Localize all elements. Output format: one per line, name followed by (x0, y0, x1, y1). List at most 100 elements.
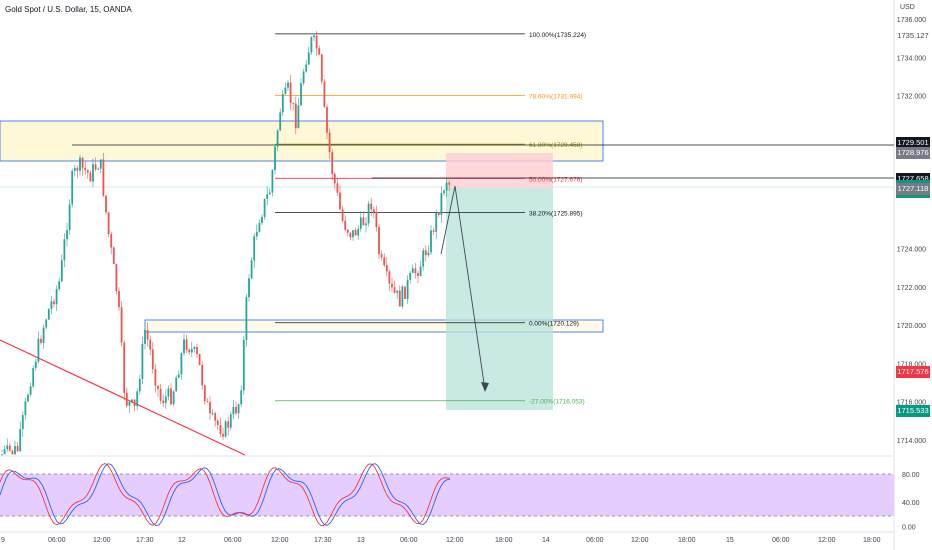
time-axis-label: 12:00 (271, 537, 289, 544)
candle-body (411, 268, 414, 273)
candle-body (427, 252, 430, 256)
candle-body (144, 329, 146, 344)
stop-loss-box (446, 153, 553, 188)
candle-body (110, 233, 113, 248)
candle-body (180, 353, 183, 375)
price-tick-label: 1722.000 (897, 285, 926, 292)
candle-body (307, 52, 310, 65)
candle-body (398, 290, 401, 307)
candle-body (448, 182, 451, 185)
candle-body (378, 227, 380, 255)
candle-body (58, 281, 61, 289)
candle-body (432, 230, 435, 232)
candle-body (6, 445, 9, 450)
time-axis-label: 06:00 (772, 537, 790, 544)
candle-body (255, 231, 258, 237)
time-axis-label: 9 (1, 537, 5, 544)
candle-body (271, 170, 274, 193)
rsi-line (0, 463, 451, 527)
time-axis-label: 06:00 (224, 537, 242, 544)
time-axis-label: 12:00 (631, 537, 649, 544)
candle-body (359, 217, 362, 229)
candle-body (206, 401, 209, 403)
candle-body (105, 195, 107, 213)
candle-body (409, 272, 412, 280)
candle-body (133, 399, 136, 407)
candle-body (341, 209, 344, 221)
candle-body (190, 348, 193, 353)
candle-body (94, 164, 97, 170)
candle-body (318, 48, 321, 55)
candle-body (279, 112, 282, 131)
candle-body (375, 211, 378, 228)
candle-body (276, 130, 279, 147)
candle-body (203, 385, 206, 402)
candle-body (289, 82, 292, 103)
candle-body (32, 368, 35, 387)
candle-body (388, 271, 391, 284)
price-tick-label: 1718.000 (897, 361, 926, 368)
candle-body (84, 167, 87, 171)
candle-body (305, 64, 308, 72)
price-tick-label: 1732.000 (897, 94, 926, 101)
candle-body (414, 268, 417, 274)
candle-body (274, 146, 276, 171)
time-axis-label: 14 (542, 537, 550, 544)
candle-body (1, 454, 3, 456)
candle-body (372, 209, 375, 212)
candle-body (8, 445, 11, 451)
price-tick-label: 1724.000 (897, 247, 926, 254)
price-tick-label: 1734.000 (897, 55, 926, 62)
candle-body (118, 291, 120, 308)
time-axis-label: 12:00 (446, 537, 464, 544)
price-tag: 1728.976 (896, 147, 930, 160)
time-axis-label: 17:30 (136, 537, 154, 544)
candle-body (112, 247, 115, 265)
fib-level-label: 78.60%(1731.994) (529, 94, 583, 101)
price-tag: 1717.576 (896, 365, 930, 378)
candle-body (175, 377, 178, 392)
fib-level-label: 0.00%(1720.129) (529, 321, 579, 328)
candle-body (294, 103, 297, 129)
candle-body (14, 446, 16, 455)
fib-level-label: 100.00%(1735.224) (529, 32, 586, 39)
trend-line (0, 339, 246, 456)
projection-arrowhead (481, 382, 489, 392)
candle-body (120, 307, 123, 343)
candle-body (99, 159, 102, 169)
candle-body (68, 204, 71, 231)
projection-path (440, 185, 486, 391)
candle-body (55, 288, 58, 305)
candle-body (242, 340, 245, 391)
candle-body (393, 287, 396, 293)
candle-body (92, 164, 94, 182)
candle-body (34, 361, 37, 369)
candle-body (76, 167, 79, 171)
time-axis-label: 06:00 (586, 537, 604, 544)
candle-body (440, 193, 443, 215)
candle-body (391, 283, 393, 288)
candle-body (66, 230, 68, 240)
candle-body (229, 414, 232, 428)
candle-body (71, 170, 74, 205)
candle-body (263, 198, 266, 217)
price-tick-label: 1714.000 (897, 438, 926, 445)
candle-body (63, 239, 66, 261)
candle-body (320, 54, 323, 82)
candle-body (365, 223, 367, 226)
candle-body (424, 250, 427, 256)
candle-body (404, 286, 406, 299)
candle-body (313, 35, 315, 38)
candle-body (214, 413, 217, 421)
candle-body (201, 364, 204, 386)
candle-body (445, 182, 448, 191)
candle-body (362, 217, 365, 226)
candle-body (29, 386, 32, 395)
candle-body (128, 401, 131, 406)
candle-body (237, 404, 240, 414)
chart-title[interactable]: Gold Spot / U.S. Dollar, 15, OANDA (5, 5, 132, 14)
candle-body (232, 407, 235, 415)
candle-body (367, 203, 370, 224)
time-axis-label: 13 (357, 537, 365, 544)
